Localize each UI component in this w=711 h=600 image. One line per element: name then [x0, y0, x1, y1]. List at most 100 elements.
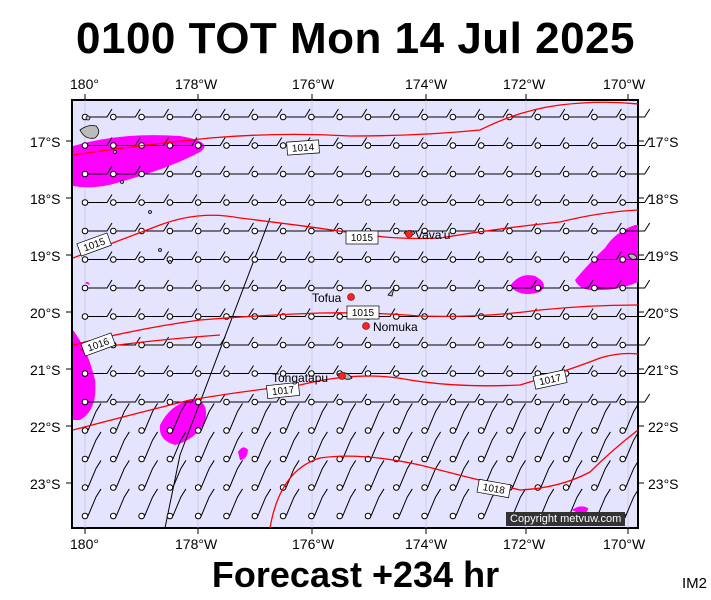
lon-label-top-170w: 170°W — [603, 76, 646, 92]
wind-barb — [591, 403, 611, 434]
wind-barb — [534, 279, 566, 292]
wind-barb — [81, 403, 102, 434]
wind-barb — [279, 393, 311, 406]
wind-barb — [336, 165, 368, 178]
lat-label-left-17s: 17°S — [30, 134, 61, 150]
wind-barb — [138, 431, 159, 463]
wind-barb — [81, 460, 102, 491]
wind-barb — [251, 165, 283, 178]
wind-barb — [591, 308, 622, 320]
wind-barb — [393, 336, 424, 349]
isobar-1014-north — [72, 101, 639, 156]
wind-barb — [393, 222, 424, 235]
wind-barb — [364, 251, 396, 263]
wind-barb — [534, 308, 566, 320]
wind-barb — [336, 137, 368, 149]
wind-barb — [81, 431, 102, 463]
wind-barb — [279, 336, 311, 349]
lon-label-bottom-178w: 178°W — [175, 536, 218, 552]
wind-barb — [449, 251, 481, 263]
wind-barb — [279, 403, 300, 434]
wind-barb — [506, 251, 537, 263]
wind-barb — [166, 308, 198, 320]
wind-barb — [591, 279, 622, 292]
svg-text:1014: 1014 — [292, 142, 315, 155]
wind-barb — [336, 403, 357, 434]
wind-barb — [279, 365, 311, 377]
wind-barb — [138, 279, 170, 292]
wind-barb — [223, 431, 243, 463]
wind-barb — [138, 403, 159, 434]
lat-label-right-17s: 17°S — [648, 134, 679, 150]
wind-barb — [166, 279, 198, 292]
wind-barb — [110, 137, 141, 149]
wind-barb — [421, 336, 453, 349]
wind-barb — [449, 403, 470, 434]
island-haapai — [387, 287, 395, 297]
wind-barb — [194, 279, 226, 292]
wind-barb — [449, 165, 481, 178]
svg-text:1015: 1015 — [351, 233, 374, 244]
wind-barb — [166, 403, 187, 434]
isobar-1017 — [72, 352, 639, 431]
lat-label-right-23s: 23°S — [648, 476, 679, 492]
wind-barb — [223, 488, 243, 520]
wind-barb — [308, 251, 339, 263]
wind-barb — [449, 431, 470, 463]
wind-barb — [194, 137, 226, 149]
wind-barb — [308, 279, 339, 292]
wind-barb — [534, 137, 566, 149]
wind-barb — [591, 431, 611, 463]
wind-barb — [364, 108, 396, 121]
wind-barb — [308, 108, 339, 121]
wind-barb — [562, 194, 594, 206]
wind-barb — [506, 279, 537, 292]
wind-barb — [110, 431, 130, 463]
wind-barb — [336, 279, 368, 292]
wind-barb — [393, 403, 413, 434]
wind-barb — [477, 403, 498, 434]
wind-barb — [619, 308, 651, 320]
wind-barb — [506, 194, 537, 206]
wind-barb — [591, 108, 622, 121]
wind-barb — [223, 137, 254, 149]
wind-barb — [477, 431, 498, 463]
wind-barb — [166, 431, 187, 463]
wind-barb — [619, 279, 651, 292]
island-fiji-lau — [79, 125, 100, 139]
wind-barb — [477, 365, 509, 377]
wind-barb — [591, 336, 622, 349]
wind-barb — [534, 108, 566, 121]
wind-barb — [308, 194, 339, 206]
wind-barb — [534, 165, 566, 178]
wind-barb — [562, 460, 583, 491]
wind-barb — [308, 165, 339, 178]
lon-label-bottom-174w: 174°W — [405, 536, 448, 552]
wind-barb — [308, 336, 339, 349]
wind-barb — [166, 108, 198, 121]
wind-barb — [562, 279, 594, 292]
wind-barb — [279, 431, 300, 463]
wind-barb — [223, 336, 254, 349]
wind-barb — [110, 460, 130, 491]
wind-barb — [619, 460, 640, 491]
wind-barb — [251, 393, 283, 406]
wind-barb — [534, 403, 555, 434]
lat-label-left-22s: 22°S — [30, 419, 61, 435]
wind-barb — [194, 222, 226, 235]
wind-barb — [449, 488, 470, 520]
wind-barb — [506, 403, 526, 434]
wind-barb — [138, 365, 170, 377]
wind-barb — [364, 279, 396, 292]
wind-barb — [619, 137, 651, 149]
wind-barb — [364, 488, 385, 520]
wind-barb — [251, 137, 283, 149]
lat-label-right-19s: 19°S — [648, 248, 679, 264]
wind-barb — [506, 336, 537, 349]
wind-barb — [393, 165, 424, 178]
wind-barb — [166, 194, 198, 206]
wind-barb — [110, 365, 141, 377]
wind-barb — [449, 194, 481, 206]
wind-barb — [251, 460, 272, 491]
wind-barb — [194, 165, 226, 178]
